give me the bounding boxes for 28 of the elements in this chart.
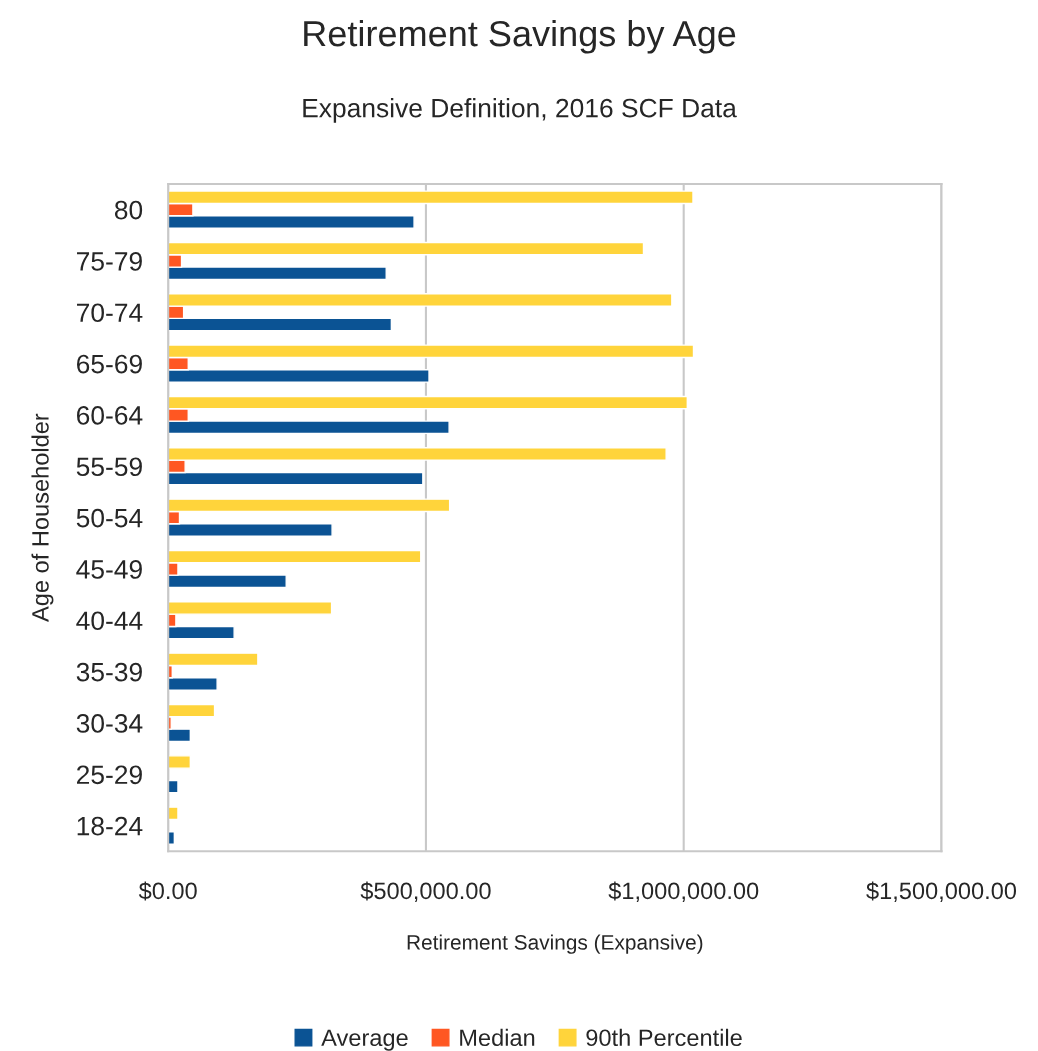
y-tick-label: 45-49 (76, 560, 142, 579)
x-tick-label: $0.00 (138, 881, 197, 901)
legend-label: 90th Percentile (586, 1028, 742, 1047)
bar (168, 755, 192, 769)
y-tick-label: 60-64 (77, 406, 143, 425)
legend-label: Median (460, 1028, 535, 1047)
x-tick-label: $1,500,000.00 (866, 881, 1017, 902)
y-tick-label: 75-79 (77, 252, 142, 271)
y-tick-label: 80 (114, 200, 143, 220)
x-tick-label: $500,000.00 (360, 881, 491, 902)
y-axis-title: Age of Householder (31, 413, 54, 622)
legend-label: Average (321, 1029, 408, 1051)
x-tick-label: $1,000,000.00 (608, 881, 759, 902)
y-tick-label: 50-54 (76, 508, 143, 528)
chart-subtitle: Expansive Definition, 2016 SCF Data (303, 98, 737, 123)
y-tick-label: 35-39 (76, 662, 142, 682)
y-tick-label: 65-69 (77, 354, 142, 374)
bar (168, 831, 176, 845)
y-tick-label: 25-29 (77, 765, 142, 785)
y-tick-label: 30-34 (76, 714, 143, 733)
chart-title: Retirement Savings by Age (304, 19, 736, 54)
y-tick-label: 18-24 (77, 816, 143, 836)
x-axis-title: Retirement Savings (Expansive) (407, 934, 703, 954)
bar (168, 806, 179, 821)
y-tick-label: 40-44 (76, 611, 143, 631)
y-tick-label: 55-59 (76, 457, 142, 477)
bar (168, 779, 179, 794)
y-tick-label: 70-74 (77, 303, 143, 323)
